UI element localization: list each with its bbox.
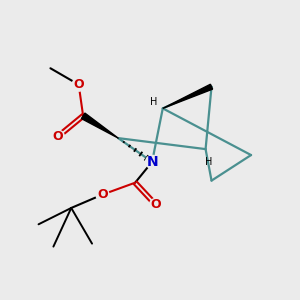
Text: H: H bbox=[150, 98, 158, 107]
Circle shape bbox=[51, 130, 64, 143]
Circle shape bbox=[149, 198, 163, 212]
Polygon shape bbox=[81, 113, 118, 138]
Circle shape bbox=[146, 155, 159, 168]
Text: N: N bbox=[146, 155, 158, 169]
Text: O: O bbox=[74, 78, 84, 91]
Polygon shape bbox=[163, 84, 213, 108]
Text: O: O bbox=[52, 130, 63, 143]
Text: O: O bbox=[97, 188, 108, 201]
Text: O: O bbox=[151, 199, 161, 212]
Circle shape bbox=[96, 188, 109, 201]
Circle shape bbox=[72, 78, 85, 91]
Text: H: H bbox=[205, 158, 212, 167]
